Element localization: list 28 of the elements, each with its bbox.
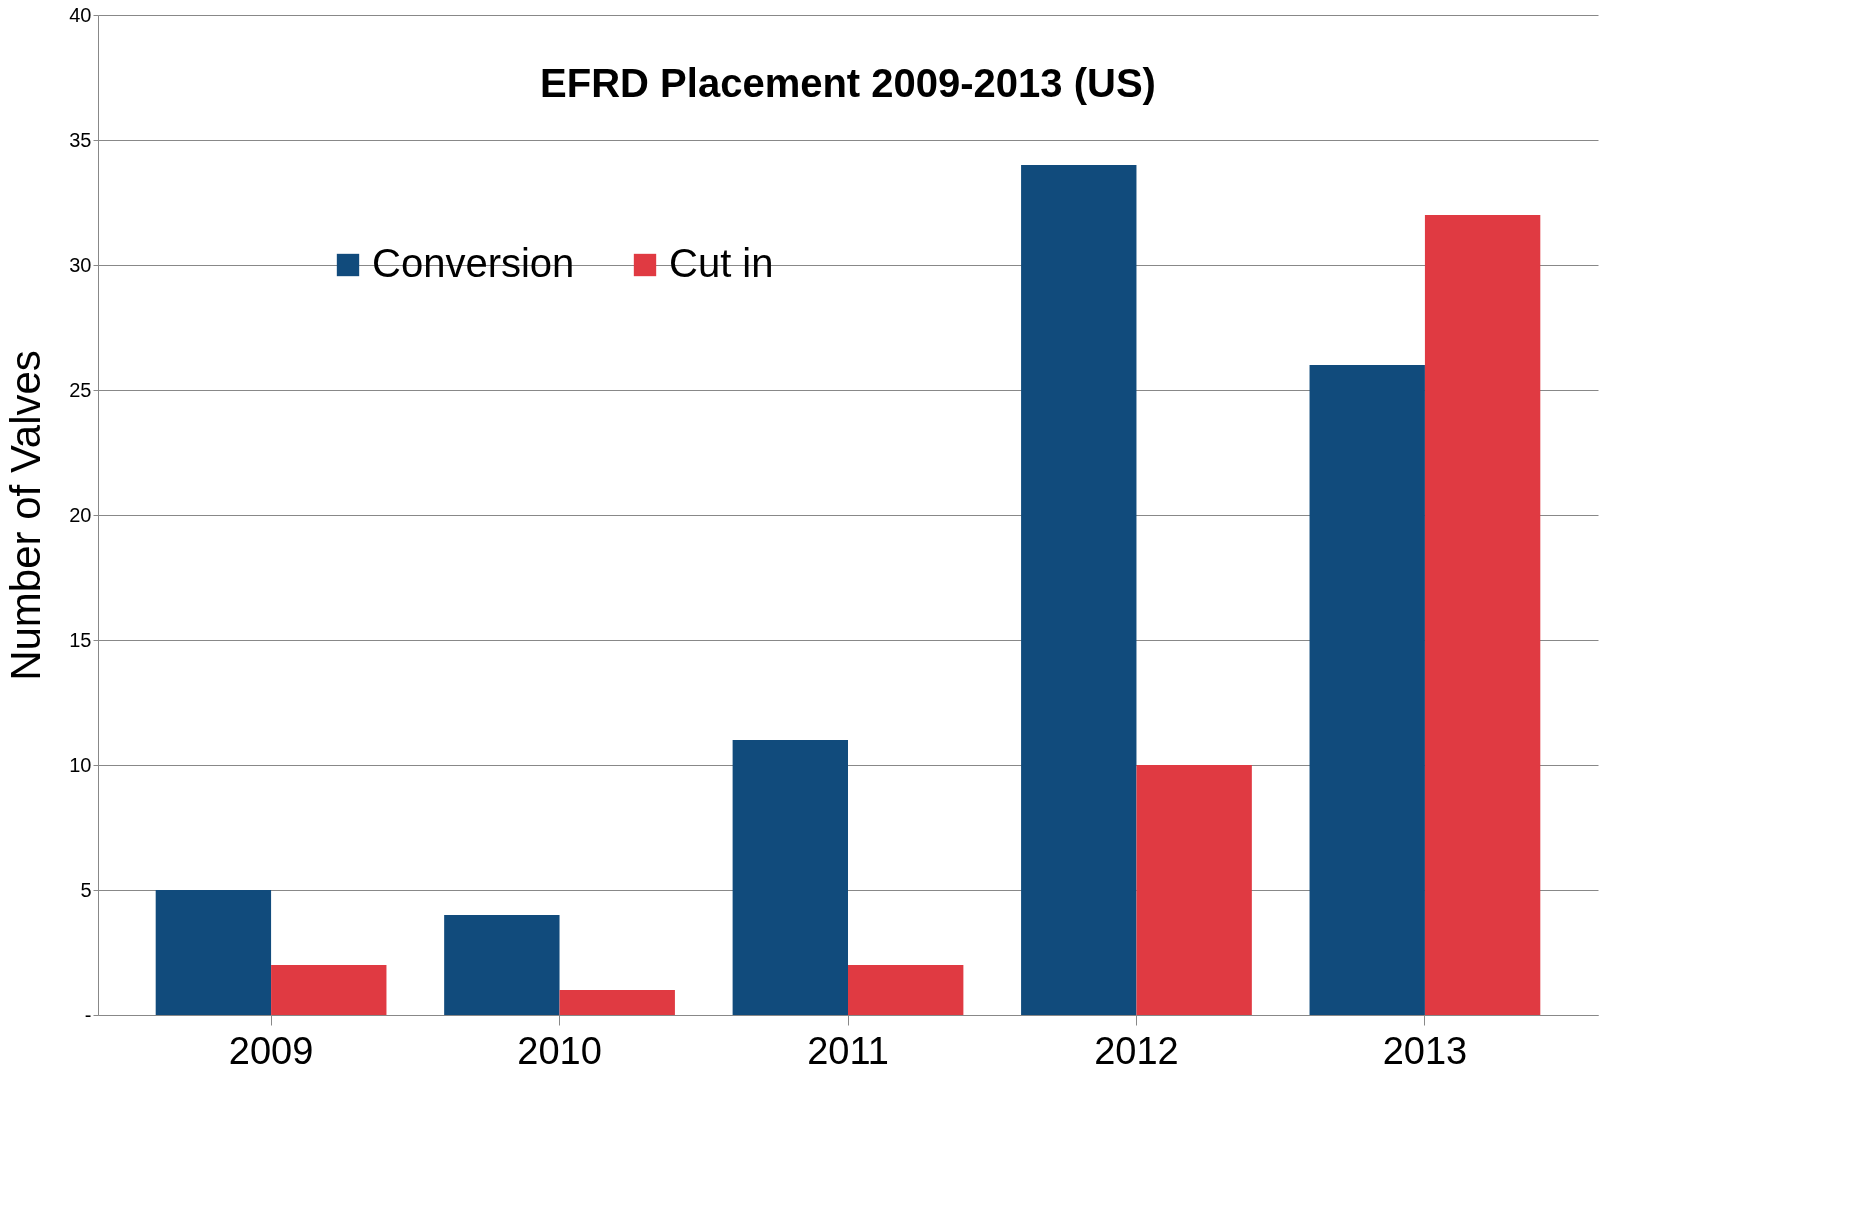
bar: [732, 740, 848, 1015]
x-tick-label: 2012: [1094, 1029, 1179, 1072]
x-tick-label: 2011: [807, 1029, 889, 1072]
x-tick-label: 2009: [228, 1029, 314, 1072]
y-tick-label: 10: [69, 753, 92, 776]
bar: [1424, 215, 1541, 1015]
y-axis-title: Number of Valves: [2, 350, 50, 681]
bar: [155, 890, 272, 1015]
bar: [1309, 365, 1425, 1015]
legend-label: Cut in: [669, 241, 774, 285]
text: EFRD Placement 2009-2013 (US): [540, 61, 1156, 105]
y-tick-label: 5: [80, 878, 92, 901]
legend-label: Conversion: [372, 241, 575, 285]
y-tick-label: 35: [69, 128, 92, 151]
bar: [848, 965, 964, 1015]
y-tick-label: 20: [69, 503, 92, 526]
y-tick-label: 30: [69, 253, 92, 276]
x-tick-label: 2010: [517, 1029, 602, 1072]
bar: [444, 915, 560, 1015]
y-tick-label: -: [84, 1003, 92, 1026]
bar: [559, 990, 675, 1015]
y-tick-label: 40: [69, 3, 92, 26]
bar: [1136, 765, 1252, 1015]
y-tick-label: 25: [69, 378, 92, 401]
x-tick-label: 2013: [1382, 1029, 1468, 1072]
y-tick-label: 15: [69, 628, 92, 651]
bar: [271, 965, 387, 1015]
bar: [1021, 165, 1137, 1015]
